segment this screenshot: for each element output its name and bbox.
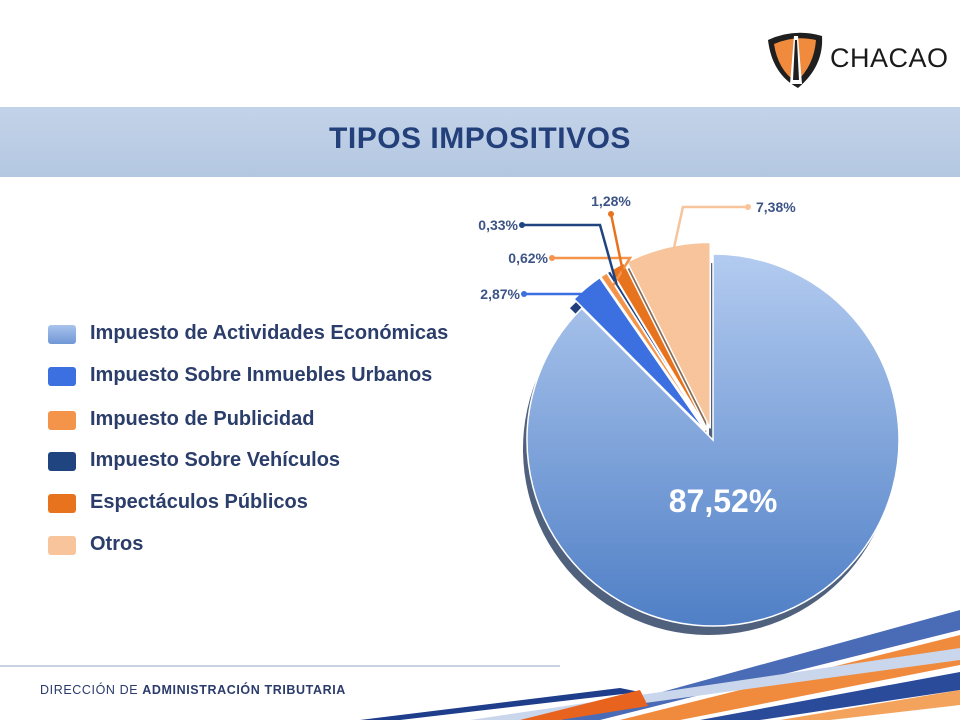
legend-item: Impuesto Sobre Vehículos xyxy=(48,445,528,475)
pie-slice xyxy=(526,253,900,627)
footer-text: DIRECCIÓN DE ADMINISTRACIÓN TRIBUTARIA xyxy=(40,683,346,697)
footer-prefix: DIRECCIÓN DE xyxy=(40,683,139,697)
title-band xyxy=(0,107,960,177)
legend-swatch xyxy=(48,325,76,344)
leader-line xyxy=(669,205,748,263)
leader-dot xyxy=(745,204,751,210)
leader-line xyxy=(552,256,633,288)
slice-data-label: 0,62% xyxy=(508,250,548,266)
pie-labels: 87,52% 2,87% 0,62% 0,33% 1,28% 7,38% xyxy=(478,193,796,519)
legend-item: Otros xyxy=(48,529,528,559)
stripe-orange-3 xyxy=(520,690,648,720)
legend-item: Espectáculos Públicos xyxy=(48,487,528,517)
legend-label: Otros xyxy=(90,533,144,555)
legend-label: Impuesto de Actividades Económicas xyxy=(90,322,449,344)
brand-name: CHACAO xyxy=(830,43,949,73)
legend-swatch xyxy=(48,494,76,513)
leader-line xyxy=(524,292,606,301)
legend-swatch xyxy=(48,452,76,471)
pie-slice xyxy=(609,262,708,430)
pie-slice xyxy=(572,276,706,432)
legend-label: Impuesto Sobre Vehículos xyxy=(90,449,341,471)
leader-line xyxy=(522,223,618,285)
slice-data-label: 0,33% xyxy=(478,217,518,233)
slice-data-label: 1,28% xyxy=(591,193,631,209)
legend-label: Espectáculos Públicos xyxy=(90,491,308,513)
pie-slices xyxy=(522,241,900,635)
leader-dot xyxy=(549,255,555,261)
stripe-blue-2 xyxy=(700,672,960,720)
legend-item: Impuesto de Publicidad xyxy=(48,404,528,434)
leader-dot xyxy=(521,291,527,297)
legend-swatch xyxy=(48,536,76,555)
leader-dot xyxy=(519,222,525,228)
legend-swatch xyxy=(48,411,76,430)
leader-dot xyxy=(608,211,614,217)
legend-swatch xyxy=(48,367,76,386)
footer-bold: ADMINISTRACIÓN TRIBUTARIA xyxy=(142,683,346,697)
chacao-logo xyxy=(768,32,823,88)
leader-line xyxy=(609,213,626,280)
legend-item: Impuesto de Actividades Económicas xyxy=(48,318,528,348)
stripe-orange-2 xyxy=(780,690,960,720)
slice-data-label: 87,52% xyxy=(669,483,778,519)
slice-data-label: 7,38% xyxy=(756,199,796,215)
stripe-blue-3 xyxy=(360,688,640,720)
legend-item: Impuesto Sobre Inmuebles Urbanos xyxy=(48,360,528,390)
slice-data-label: 2,87% xyxy=(480,286,520,302)
legend-label: Impuesto de Publicidad xyxy=(90,408,315,430)
legend-label: Impuesto Sobre Inmuebles Urbanos xyxy=(90,364,433,386)
page-title: TIPOS IMPOSITIVOS xyxy=(329,122,631,155)
